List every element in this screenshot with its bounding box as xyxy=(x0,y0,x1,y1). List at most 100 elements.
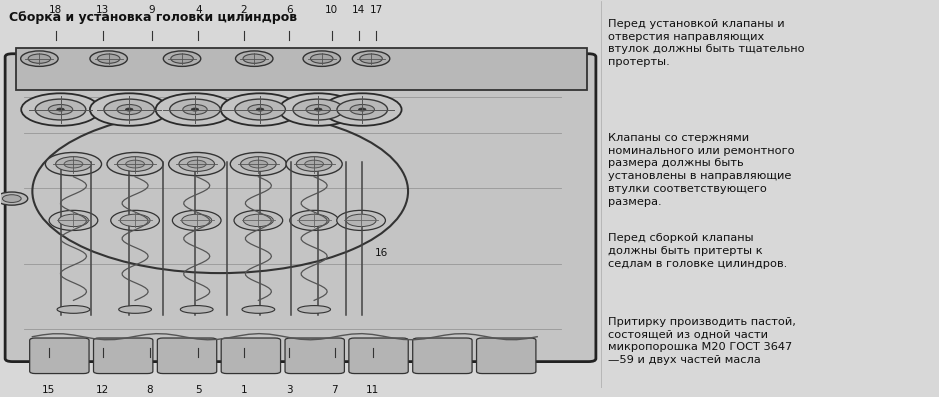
Text: Сборка и установка головки цилиндров: Сборка и установка головки цилиндров xyxy=(8,11,297,24)
Circle shape xyxy=(111,210,160,230)
Circle shape xyxy=(286,152,342,175)
Text: 14: 14 xyxy=(352,5,365,15)
Circle shape xyxy=(126,160,145,168)
FancyBboxPatch shape xyxy=(285,338,345,374)
FancyBboxPatch shape xyxy=(158,338,217,374)
Text: 15: 15 xyxy=(42,385,55,395)
Circle shape xyxy=(248,104,272,115)
Text: 6: 6 xyxy=(286,5,293,15)
Circle shape xyxy=(64,160,83,168)
Circle shape xyxy=(234,210,283,230)
FancyBboxPatch shape xyxy=(94,338,153,374)
Text: 16: 16 xyxy=(376,248,389,258)
Text: 8: 8 xyxy=(146,385,153,395)
Circle shape xyxy=(360,54,382,63)
Ellipse shape xyxy=(57,306,90,313)
Text: Притирку производить пастой,
состоящей из одной части
микропорошка М20 ГОСТ 3647: Притирку производить пастой, состоящей и… xyxy=(608,316,796,365)
Circle shape xyxy=(221,93,300,126)
Circle shape xyxy=(58,214,88,227)
Circle shape xyxy=(350,104,375,115)
Circle shape xyxy=(315,108,322,111)
FancyBboxPatch shape xyxy=(222,338,281,374)
Circle shape xyxy=(98,54,120,63)
Circle shape xyxy=(243,214,273,227)
Circle shape xyxy=(311,54,333,63)
Circle shape xyxy=(188,160,206,168)
Circle shape xyxy=(303,51,341,66)
Text: 2: 2 xyxy=(240,5,247,15)
Bar xyxy=(16,48,587,90)
Text: 11: 11 xyxy=(366,385,379,395)
Circle shape xyxy=(28,54,51,63)
FancyBboxPatch shape xyxy=(5,54,596,362)
Circle shape xyxy=(171,54,193,63)
Text: Перед установкой клапаны и
отверстия направляющих
втулок должны быть тщательно
п: Перед установкой клапаны и отверстия нап… xyxy=(608,19,805,67)
Circle shape xyxy=(163,51,201,66)
Text: 5: 5 xyxy=(195,385,202,395)
Circle shape xyxy=(21,51,58,66)
Ellipse shape xyxy=(180,306,213,313)
Circle shape xyxy=(182,214,211,227)
Circle shape xyxy=(49,104,72,115)
Circle shape xyxy=(240,157,276,172)
Circle shape xyxy=(183,104,208,115)
Text: Клапаны со стержнями
номинального или ремонтного
размера должны быть
установлены: Клапаны со стержнями номинального или ре… xyxy=(608,133,794,207)
Circle shape xyxy=(90,51,128,66)
Text: 4: 4 xyxy=(195,5,202,15)
Circle shape xyxy=(305,160,324,168)
Circle shape xyxy=(236,51,273,66)
Circle shape xyxy=(337,99,388,120)
Circle shape xyxy=(279,93,358,126)
Circle shape xyxy=(170,99,221,120)
Circle shape xyxy=(3,195,22,202)
Text: 13: 13 xyxy=(96,5,110,15)
Text: 1: 1 xyxy=(240,385,247,395)
Circle shape xyxy=(90,93,168,126)
Circle shape xyxy=(306,104,331,115)
FancyBboxPatch shape xyxy=(476,338,536,374)
Ellipse shape xyxy=(298,306,331,313)
Circle shape xyxy=(359,108,366,111)
Circle shape xyxy=(56,108,64,111)
Circle shape xyxy=(104,99,155,120)
Text: 10: 10 xyxy=(325,5,338,15)
Circle shape xyxy=(235,99,285,120)
Circle shape xyxy=(36,99,85,120)
Text: Перед сборкой клапаны
должны быть притерты к
седлам в головке цилиндров.: Перед сборкой клапаны должны быть притер… xyxy=(608,233,787,269)
Circle shape xyxy=(22,93,100,126)
Ellipse shape xyxy=(118,306,151,313)
Text: 9: 9 xyxy=(148,5,155,15)
Circle shape xyxy=(192,108,199,111)
Circle shape xyxy=(346,214,376,227)
Circle shape xyxy=(243,54,266,63)
Circle shape xyxy=(117,157,153,172)
Circle shape xyxy=(300,214,329,227)
Circle shape xyxy=(173,210,221,230)
Circle shape xyxy=(297,157,331,172)
Circle shape xyxy=(323,93,402,126)
Circle shape xyxy=(126,108,133,111)
Circle shape xyxy=(256,108,264,111)
Circle shape xyxy=(0,192,28,205)
Text: 3: 3 xyxy=(286,385,293,395)
FancyBboxPatch shape xyxy=(349,338,408,374)
Text: 12: 12 xyxy=(96,385,110,395)
Circle shape xyxy=(290,210,338,230)
Text: 18: 18 xyxy=(49,5,63,15)
Circle shape xyxy=(49,210,98,230)
Circle shape xyxy=(293,99,344,120)
FancyBboxPatch shape xyxy=(413,338,472,374)
Circle shape xyxy=(45,152,101,175)
Ellipse shape xyxy=(242,306,275,313)
Text: 7: 7 xyxy=(331,385,338,395)
Circle shape xyxy=(156,93,235,126)
Circle shape xyxy=(179,157,214,172)
Circle shape xyxy=(352,51,390,66)
Circle shape xyxy=(230,152,286,175)
Circle shape xyxy=(169,152,224,175)
FancyBboxPatch shape xyxy=(30,338,89,374)
Circle shape xyxy=(117,104,142,115)
Text: 17: 17 xyxy=(370,5,383,15)
Circle shape xyxy=(249,160,268,168)
Circle shape xyxy=(120,214,150,227)
